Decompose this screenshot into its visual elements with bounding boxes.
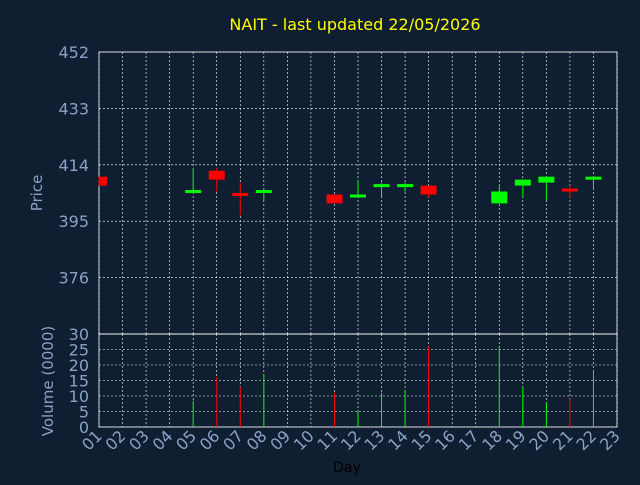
candle-body [185, 190, 202, 194]
candle-body [255, 190, 272, 194]
price-tick-label: 395 [58, 212, 89, 231]
volume-tick-label: 5 [79, 403, 89, 422]
candle-body [420, 185, 437, 195]
candle-body [585, 176, 602, 180]
candle-body [538, 176, 555, 183]
candle-body [514, 179, 531, 186]
volume-tick-label: 10 [69, 387, 89, 406]
candle-body [99, 176, 107, 186]
x-axis-ticks: 0102030405060708091011121314151617181920… [78, 426, 624, 454]
price-tick-label: 414 [58, 156, 89, 175]
price-tick-label: 452 [58, 43, 89, 62]
x-axis-label: Day [333, 460, 361, 476]
x-tick-label: 23 [596, 426, 624, 454]
volume-tick-label: 30 [69, 325, 89, 344]
volume-tick-label: 20 [69, 356, 89, 375]
candle-body [397, 184, 414, 188]
price-axis-label: Price [28, 175, 46, 212]
candle-body [326, 194, 343, 204]
volume-axis-label: Volume (0000) [39, 326, 57, 436]
candle-body [208, 170, 225, 180]
candle-body [350, 194, 366, 198]
candle-body [491, 191, 508, 204]
volume-tick-label: 0 [79, 418, 89, 437]
chart-title: NAIT - last updated 22/05/2026 [229, 15, 480, 34]
price-panel: 452 433 414 395 376 [58, 43, 618, 335]
volume-tick-label: 25 [69, 341, 89, 360]
price-tick-label: 376 [58, 269, 89, 288]
volume-tick-label: 15 [69, 372, 89, 391]
candle-body [561, 188, 578, 192]
candle-body [232, 193, 249, 196]
price-tick-label: 433 [58, 99, 89, 118]
candle-body [373, 184, 390, 188]
